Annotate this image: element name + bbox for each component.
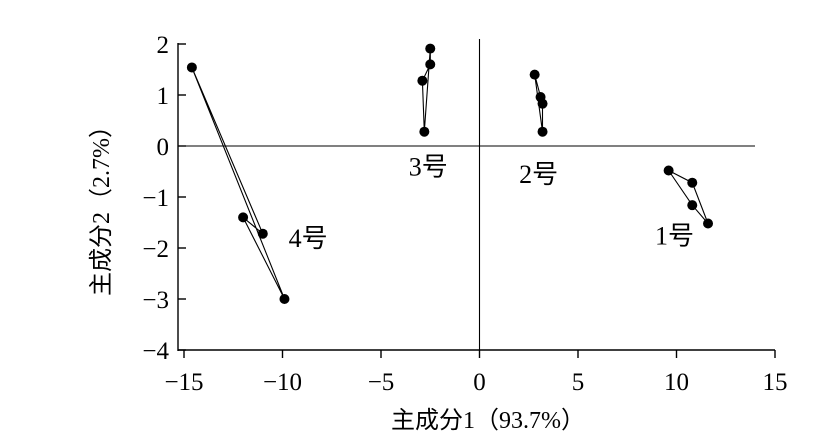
data-point — [663, 165, 674, 176]
x-tick-label: 0 — [473, 369, 486, 396]
x-axis-label: 主成分1（93.7%） — [391, 407, 585, 434]
group-hull — [191, 67, 286, 300]
group-label: 3号 — [409, 152, 448, 181]
y-tick-label: −3 — [142, 287, 169, 314]
data-point — [687, 177, 698, 188]
data-point — [417, 75, 428, 86]
y-tick-label: −2 — [142, 236, 169, 263]
data-point — [257, 228, 268, 239]
data-point — [703, 218, 714, 229]
data-point — [186, 62, 197, 73]
x-tick-label: 15 — [763, 369, 788, 396]
data-point — [279, 294, 290, 304]
data-point — [425, 43, 436, 54]
data-point — [419, 126, 430, 137]
group-label: 1号 — [655, 221, 694, 250]
data-point — [687, 200, 698, 211]
y-tick-label: 1 — [157, 83, 170, 110]
data-point — [537, 98, 548, 109]
point-groups: 1号 2号 3号 4号 — [186, 43, 714, 304]
data-point — [529, 69, 540, 80]
x-tick-label: −15 — [164, 369, 203, 396]
y-tick-label: 2 — [157, 32, 170, 59]
group-hull — [668, 170, 709, 224]
x-tick-label: −5 — [368, 369, 395, 396]
x-tick-label: 10 — [664, 369, 689, 396]
point-group: 1号 — [655, 165, 714, 250]
point-group: 3号 — [409, 43, 448, 181]
y-tick-label: 0 — [157, 134, 170, 161]
tick-marks — [178, 43, 776, 358]
y-axis-label: 主成分2（2.7%） — [88, 114, 115, 296]
data-point — [537, 126, 548, 137]
point-group: 4号 — [186, 62, 328, 304]
x-tick-label: 5 — [572, 369, 585, 396]
y-tick-label: −4 — [142, 338, 169, 365]
y-tick-label: −1 — [142, 185, 169, 212]
data-point — [425, 59, 436, 70]
x-tick-label: −10 — [263, 369, 302, 396]
data-point — [238, 212, 249, 223]
point-group: 2号 — [519, 69, 558, 189]
group-label: 2号 — [519, 160, 558, 189]
group-label: 4号 — [289, 224, 328, 253]
